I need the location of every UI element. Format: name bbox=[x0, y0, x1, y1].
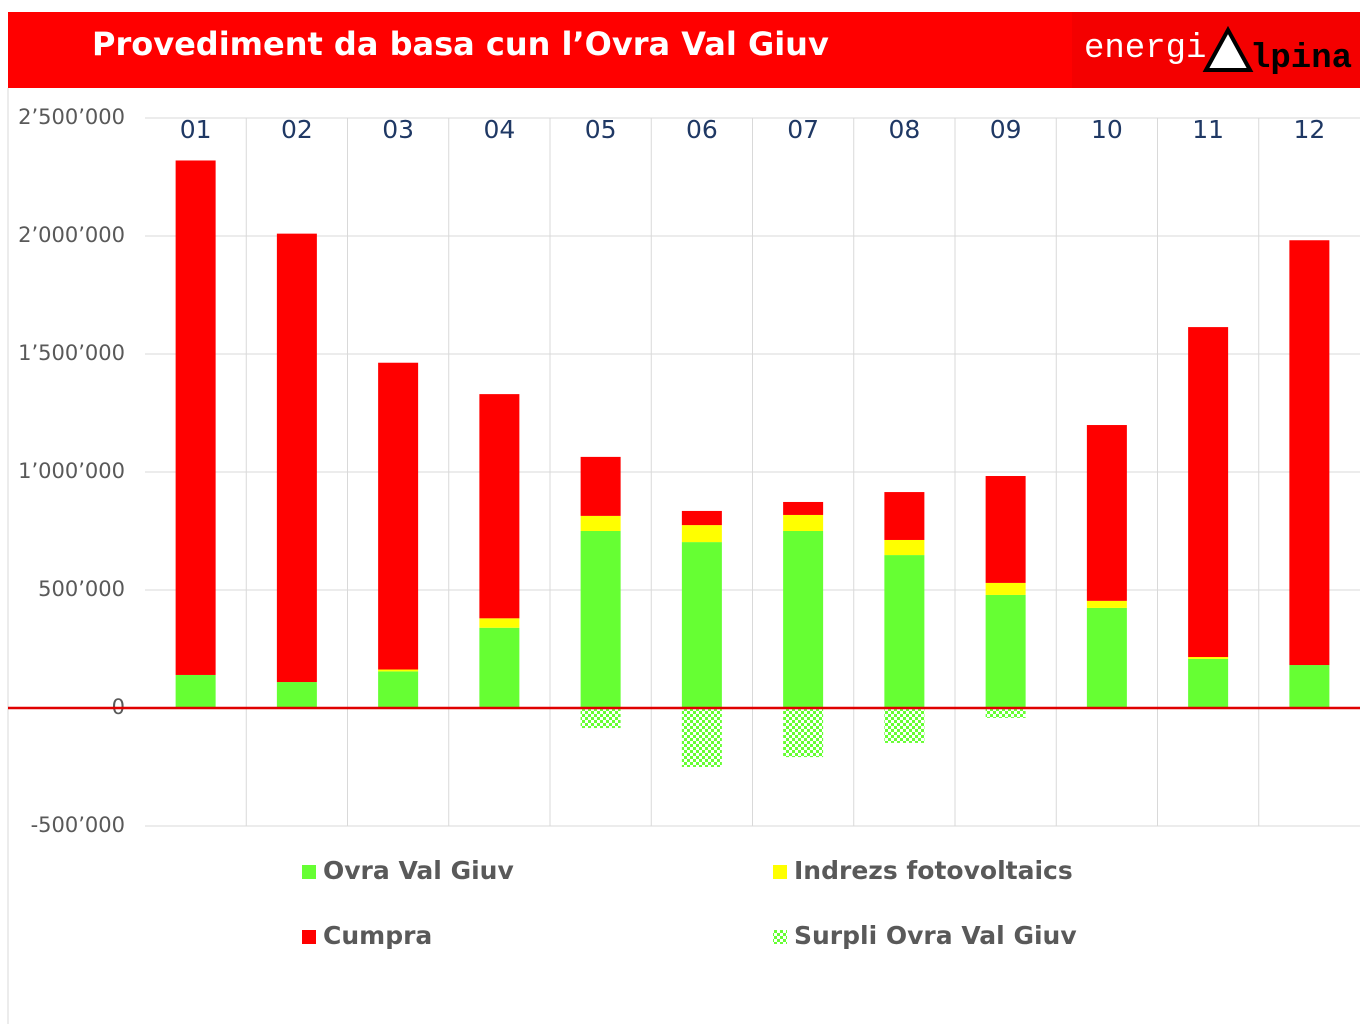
x-tick-label: 06 bbox=[686, 115, 718, 144]
bar-segment bbox=[985, 476, 1026, 583]
legend-swatch bbox=[773, 865, 787, 879]
bar-segment bbox=[783, 708, 824, 758]
y-tick-label: -500’000 bbox=[31, 813, 125, 837]
bar-segment bbox=[884, 555, 925, 708]
bar-segment bbox=[175, 160, 216, 675]
bar-segment bbox=[580, 456, 621, 516]
bar-segment bbox=[479, 618, 520, 628]
bar-segment bbox=[783, 531, 824, 708]
x-tick-label: 11 bbox=[1192, 115, 1224, 144]
bar-segment bbox=[1289, 665, 1330, 708]
bar-segment bbox=[580, 531, 621, 708]
logo-text: lpina bbox=[1250, 40, 1352, 78]
chart-title: Provediment da basa cun l’Ovra Val Giuv bbox=[92, 25, 829, 63]
bar-segment bbox=[681, 542, 722, 708]
legend-swatch bbox=[302, 865, 316, 879]
x-tick-label: 02 bbox=[281, 115, 313, 144]
bar-segment bbox=[1188, 657, 1229, 659]
bar-segment bbox=[985, 594, 1026, 708]
bar-segment bbox=[1086, 600, 1127, 608]
y-tick-label: 1’500’000 bbox=[18, 341, 125, 365]
bar-segment bbox=[378, 362, 419, 670]
bar-segment bbox=[276, 682, 317, 708]
x-tick-label: 09 bbox=[990, 115, 1022, 144]
bar-segment bbox=[884, 708, 925, 743]
bar-segment bbox=[783, 514, 824, 531]
bar-segment bbox=[884, 539, 925, 556]
bar-segment bbox=[580, 708, 621, 729]
bar-segment bbox=[681, 525, 722, 543]
x-tick-label: 04 bbox=[483, 115, 515, 144]
y-tick-label: 2’000’000 bbox=[18, 223, 125, 247]
logo-triangle bbox=[1202, 25, 1254, 72]
bar-segment bbox=[479, 394, 520, 619]
x-tick-label: 10 bbox=[1091, 115, 1123, 144]
bar-segment bbox=[378, 671, 419, 708]
legend-label: Indrezs fotovoltaics bbox=[794, 856, 1073, 885]
bar-segment bbox=[681, 510, 722, 526]
x-tick-label: 03 bbox=[382, 115, 414, 144]
bar-segment bbox=[479, 627, 520, 708]
y-tick-label: 500’000 bbox=[38, 577, 125, 601]
x-tick-label: 07 bbox=[787, 115, 819, 144]
x-tick-label: 01 bbox=[180, 115, 212, 144]
legend-swatch bbox=[773, 930, 787, 944]
bar-segment bbox=[1086, 425, 1127, 601]
y-tick-label: 1’000’000 bbox=[18, 459, 125, 483]
bar-segment bbox=[884, 492, 925, 540]
bar-segment bbox=[783, 501, 824, 515]
bar-segment bbox=[985, 708, 1026, 718]
x-tick-label: 05 bbox=[585, 115, 617, 144]
x-tick-label: 12 bbox=[1293, 115, 1325, 144]
bar-segment bbox=[1289, 240, 1330, 666]
legend-label: Cumpra bbox=[323, 921, 432, 950]
bar-segment bbox=[1086, 607, 1127, 708]
x-tick-label: 08 bbox=[888, 115, 920, 144]
legend-label: Ovra Val Giuv bbox=[323, 856, 514, 885]
bar-segment bbox=[1188, 658, 1229, 708]
bar-segment bbox=[681, 708, 722, 767]
bar-segment bbox=[1188, 327, 1229, 658]
legend-swatch bbox=[302, 930, 316, 944]
bar-segment bbox=[985, 582, 1026, 595]
bar-segment bbox=[378, 669, 419, 672]
bar-segment bbox=[276, 233, 317, 683]
bar-segment bbox=[175, 674, 216, 708]
y-tick-label: 2’500’000 bbox=[18, 105, 125, 129]
logo-text: energi bbox=[1084, 30, 1206, 68]
bar-segment bbox=[580, 515, 621, 531]
legend-label: Surpli Ovra Val Giuv bbox=[794, 921, 1077, 950]
